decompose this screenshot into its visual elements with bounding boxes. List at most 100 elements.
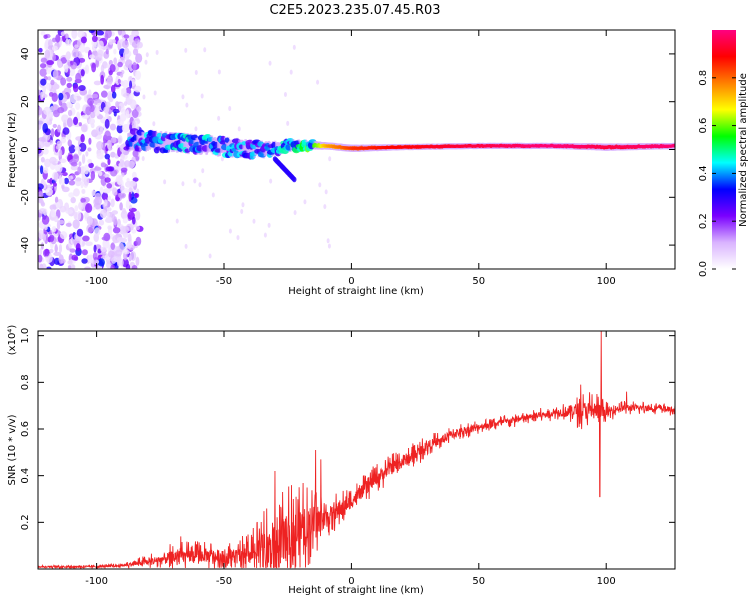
- track-peak: [532, 144, 534, 148]
- noise-speckle: [110, 84, 116, 93]
- track-peak: [550, 144, 552, 148]
- track-peak: [657, 144, 659, 148]
- noise-speckle: [52, 53, 56, 62]
- noise-speckle: [90, 170, 96, 181]
- noise-speckle: [323, 204, 327, 210]
- noise-speckle: [81, 154, 86, 164]
- noise-speckle: [66, 117, 73, 128]
- track-peak: [449, 144, 452, 148]
- noise-speckle: [69, 248, 76, 253]
- track-peak: [590, 145, 593, 149]
- noise-speckle: [75, 177, 82, 182]
- track-peak: [539, 144, 542, 148]
- noise-speckle: [127, 233, 132, 243]
- noise-speckle: [78, 161, 82, 167]
- noise-speckle: [92, 251, 98, 261]
- noise-speckle: [66, 82, 72, 89]
- snr-axes: -100 -50 0 50 100 0.2 0.4 0.6 0.8 1.0: [20, 328, 675, 587]
- noise-speckle: [50, 208, 57, 218]
- noise-speckle: [62, 172, 68, 177]
- track-peak: [328, 144, 331, 148]
- noise-speckle: [185, 102, 189, 108]
- noise-speckle: [131, 30, 140, 37]
- track-peak: [322, 144, 324, 148]
- track-peak: [463, 144, 466, 148]
- track-peak: [529, 144, 532, 148]
- track-peak: [376, 146, 379, 150]
- track-peak: [608, 145, 611, 149]
- noise-speckle: [84, 266, 91, 269]
- track-peak: [527, 144, 529, 148]
- noise-speckle: [75, 72, 82, 83]
- noise-speckle: [106, 207, 112, 212]
- track-peak: [375, 146, 378, 150]
- noise-speckle: [65, 52, 71, 61]
- noise-speckle: [109, 123, 117, 131]
- track-peak: [454, 144, 457, 148]
- track-peak: [588, 145, 590, 149]
- track-peak: [509, 144, 511, 148]
- noise-speckle: [111, 39, 117, 44]
- track-peak: [459, 144, 462, 148]
- track-peak: [468, 144, 471, 148]
- track-peak: [435, 145, 438, 149]
- noise-speckle: [91, 93, 99, 99]
- track-peak: [511, 144, 514, 148]
- track-peak: [510, 144, 513, 148]
- x-tick-label: -100: [85, 576, 108, 587]
- noise-speckle: [38, 191, 44, 198]
- track-peak: [359, 146, 361, 150]
- track-peak: [346, 146, 348, 150]
- track-peak: [583, 145, 585, 149]
- noise-speckle: [80, 198, 86, 203]
- noise-speckle: [80, 69, 85, 77]
- colorbar-tick-label: 0.6: [698, 118, 709, 134]
- noise-speckle: [72, 153, 80, 164]
- noise-speckle: [49, 156, 57, 164]
- noise-speckle: [91, 62, 97, 73]
- track-peak: [473, 144, 476, 148]
- noise-speckle: [43, 34, 48, 39]
- noise-speckle: [105, 30, 112, 39]
- noise-speckle: [112, 227, 121, 234]
- spectrogram-y-label: Frequency (Hz): [7, 112, 18, 188]
- track-peak: [383, 146, 385, 150]
- track-peak: [620, 145, 622, 149]
- noise-speckle: [120, 184, 125, 194]
- noise-speckle: [51, 45, 58, 52]
- track-peak: [399, 145, 402, 149]
- noise-speckle: [125, 59, 133, 69]
- track-peak: [469, 144, 472, 148]
- track-peak: [575, 144, 578, 148]
- noise-speckle: [38, 124, 42, 130]
- noise-speckle: [122, 217, 128, 224]
- noise-speckle: [58, 92, 64, 101]
- noise-speckle: [263, 232, 267, 238]
- track-peak: [604, 145, 607, 149]
- noise-speckle: [44, 142, 51, 147]
- noise-speckle: [51, 226, 57, 233]
- track-peak: [496, 144, 499, 148]
- track-peak: [398, 145, 401, 149]
- noise-speckle: [93, 244, 97, 253]
- track-peak: [629, 145, 631, 149]
- track-peak: [429, 145, 431, 149]
- noise-speckle: [131, 156, 137, 165]
- noise-speckle: [119, 237, 128, 243]
- track-peak: [445, 144, 448, 148]
- noise-speckle: [85, 106, 92, 116]
- noise-speckle: [153, 90, 157, 96]
- noise-speckle: [87, 254, 94, 259]
- track-peak: [356, 146, 359, 150]
- noise-speckle: [268, 60, 272, 66]
- noise-speckle: [71, 30, 78, 39]
- track-peak: [426, 145, 429, 149]
- noise-speckle: [115, 101, 120, 108]
- track-peak: [323, 144, 325, 148]
- noise-speckle: [75, 102, 81, 111]
- noise-speckle: [68, 180, 76, 186]
- track-peak: [556, 144, 559, 148]
- noise-speckle: [76, 210, 82, 221]
- noise-speckle: [110, 242, 116, 251]
- track-peak: [352, 146, 355, 150]
